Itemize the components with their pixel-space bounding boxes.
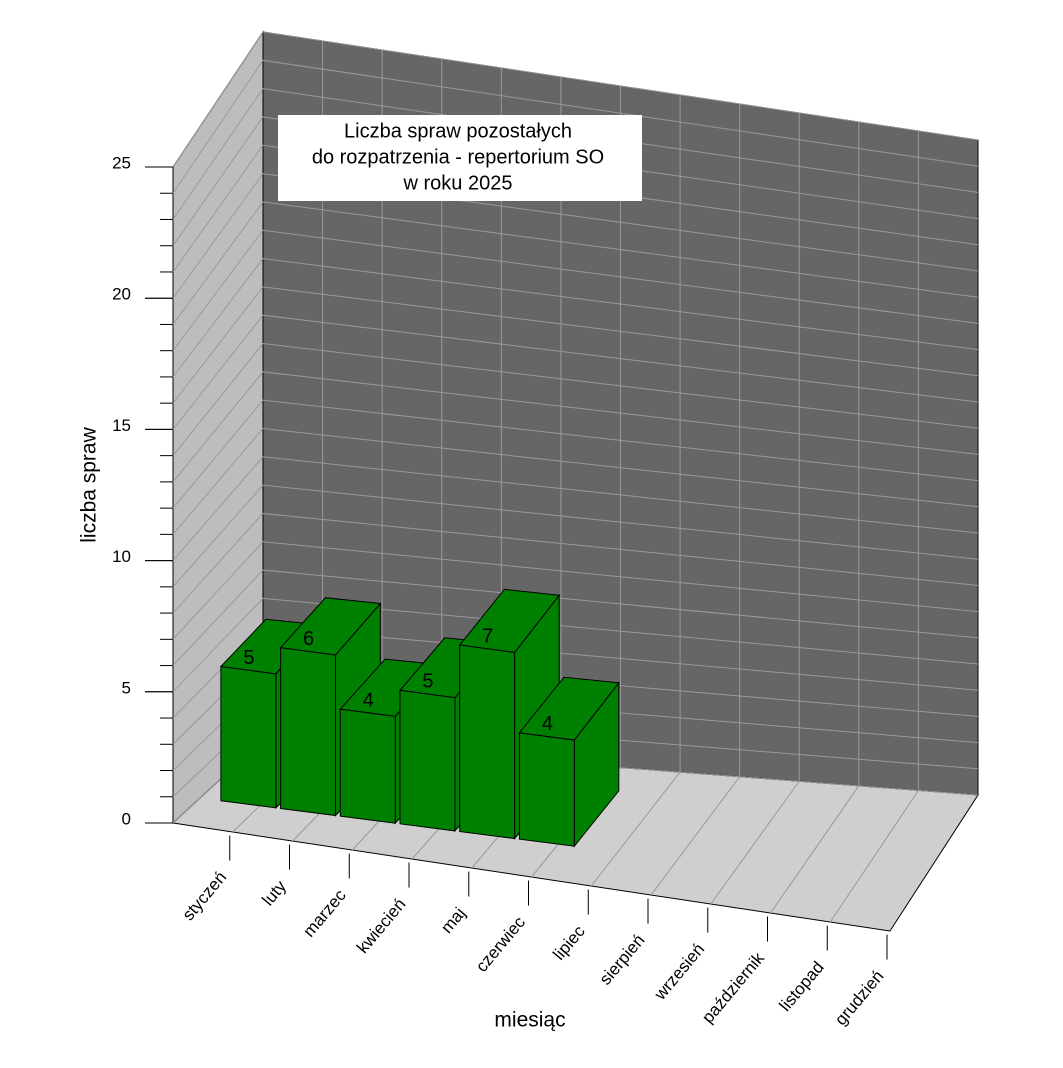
chart-title: do rozpatrzenia - repertorium SO bbox=[312, 146, 604, 168]
x-tick-label: październik bbox=[698, 948, 768, 1026]
bar bbox=[339, 708, 396, 824]
x-tick-label: maj bbox=[437, 904, 469, 937]
bar bbox=[220, 665, 277, 809]
bar bbox=[280, 647, 337, 817]
chart-title: w roku 2025 bbox=[403, 172, 513, 194]
data-label: 5 bbox=[243, 647, 254, 669]
x-tick-label: wrzesień bbox=[650, 940, 708, 1004]
y-tick-label: 5 bbox=[122, 678, 131, 697]
category-grid-line bbox=[590, 95, 681, 887]
x-tick-label: czerwiec bbox=[472, 912, 529, 975]
category-grid-line bbox=[710, 113, 800, 905]
data-label: 4 bbox=[542, 713, 553, 735]
x-tick-label: lipiec bbox=[549, 921, 589, 963]
data-label: 4 bbox=[363, 689, 374, 711]
category-grid-line bbox=[650, 104, 741, 896]
chart-title: Liczba spraw pozostałych bbox=[344, 120, 572, 142]
data-label: 5 bbox=[422, 671, 433, 693]
bar bbox=[399, 689, 456, 832]
x-tick-label: luty bbox=[258, 876, 290, 909]
data-label: 6 bbox=[303, 628, 314, 650]
x-tick-label: listopad bbox=[776, 958, 828, 1015]
title-box bbox=[278, 115, 642, 201]
x-tick-label: styczeń bbox=[179, 868, 231, 924]
x-tick-label: marzec bbox=[299, 885, 350, 940]
data-label: 7 bbox=[482, 625, 493, 647]
y-tick-label: 25 bbox=[112, 153, 131, 172]
x-tick-label: kwiecień bbox=[353, 895, 409, 957]
category-grid-line bbox=[829, 131, 919, 923]
x-tick-label: grudzień bbox=[831, 967, 887, 1029]
x-tick-label: sierpień bbox=[596, 931, 649, 989]
category-grid-line bbox=[770, 122, 860, 914]
y-tick-label: 10 bbox=[112, 547, 131, 566]
y-axis-label: liczba spraw bbox=[78, 426, 101, 542]
bar bbox=[459, 644, 516, 840]
bar bbox=[518, 732, 575, 847]
y-tick-label: 20 bbox=[112, 285, 131, 304]
y-tick-label: 15 bbox=[112, 416, 131, 435]
y-tick-label: 0 bbox=[122, 809, 131, 828]
x-axis-label: miesiąc bbox=[494, 1009, 565, 1032]
